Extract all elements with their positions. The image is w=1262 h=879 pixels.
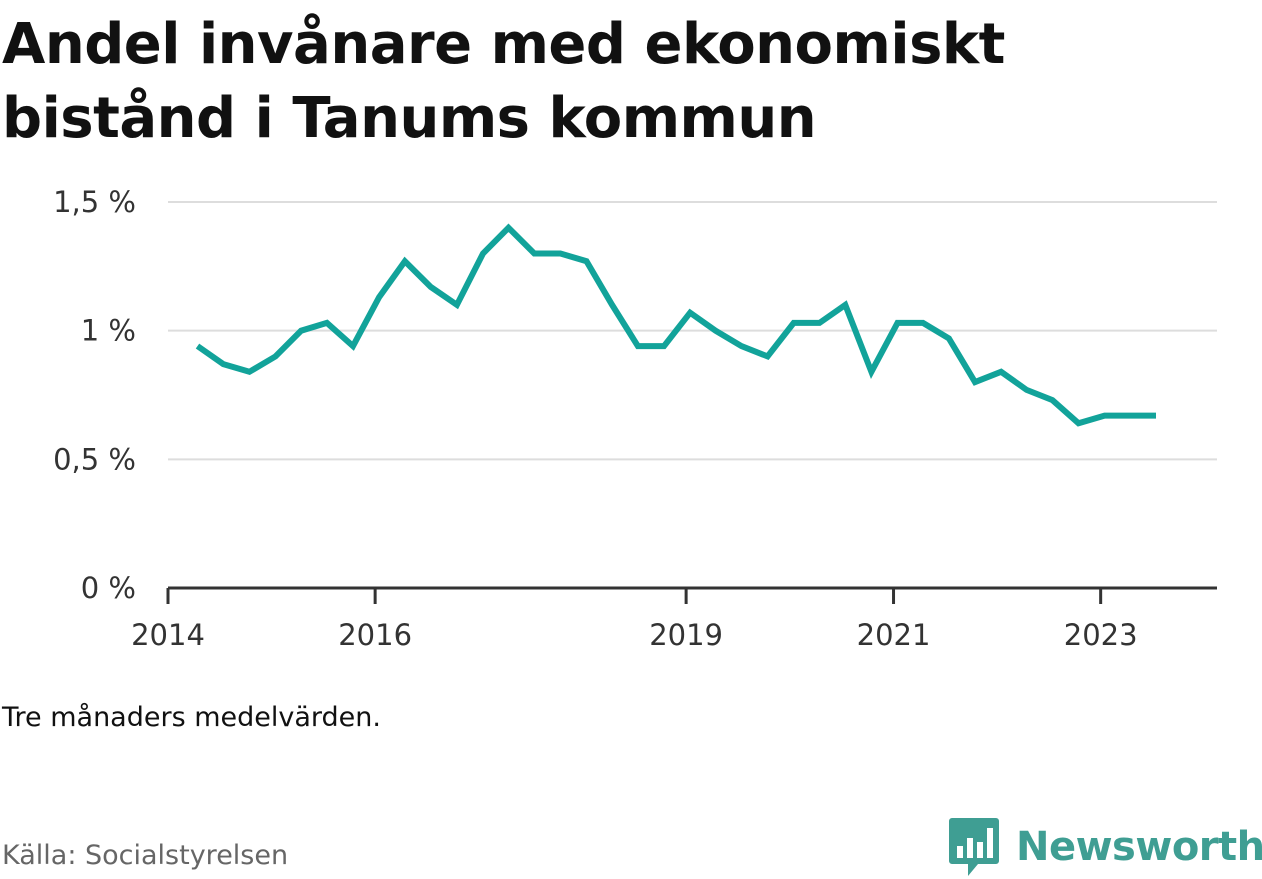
y-tick-label: 1,5 %: [53, 185, 136, 219]
brand-name: Newsworthy: [1016, 824, 1262, 870]
series-line: [195, 223, 1156, 427]
line-chart: 0 % 0,5 % 1 % 1,5 % 2014 2016 2019 2021 2023: [53, 185, 1217, 652]
x-tick-label: 2016: [338, 618, 412, 652]
newsworthy-logo-icon: [949, 818, 999, 876]
y-axis-ticks: 0 % 0,5 % 1 % 1,5 %: [53, 185, 136, 605]
source-credit: Källa: Socialstyrelsen: [2, 840, 289, 871]
chart-note: Tre månaders medelvärden.: [2, 702, 381, 733]
x-tick-label: 2014: [131, 618, 205, 652]
x-tick-label: 2023: [1064, 618, 1138, 652]
brand-logo: Newsworthy: [948, 816, 1262, 878]
y-tick-label: 1 %: [81, 314, 136, 348]
chart-title: Andel invånare med ekonomiskt bistånd i …: [2, 12, 1005, 151]
x-axis-ticks: 2014 2016 2019 2021 2023: [131, 588, 1138, 652]
x-tick-label: 2021: [857, 618, 931, 652]
gridlines: [168, 201, 1217, 461]
y-tick-label: 0 %: [81, 571, 136, 605]
y-tick-label: 0,5 %: [53, 442, 136, 476]
x-tick-label: 2019: [649, 618, 723, 652]
